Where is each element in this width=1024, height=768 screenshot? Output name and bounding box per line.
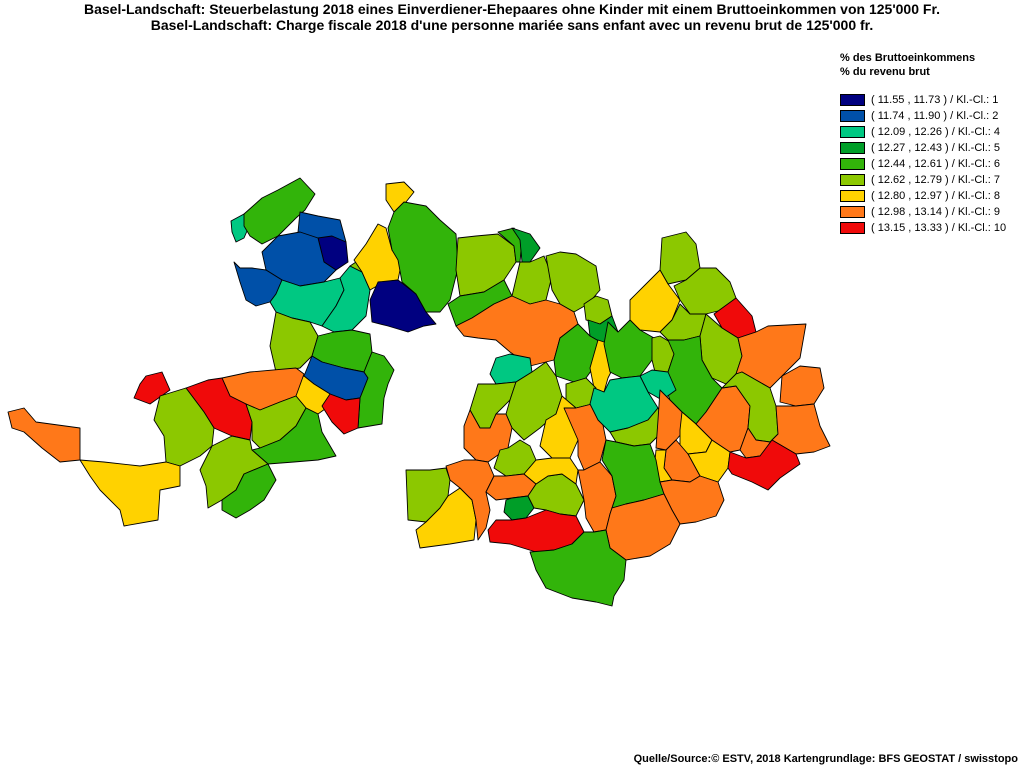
legend-label: ( 12.27 , 12.43 ) / Kl.-Cl.: 5 bbox=[871, 142, 1001, 154]
municipality-region bbox=[221, 463, 277, 519]
legend-item: ( 12.98 , 13.14 ) / Kl.-Cl.: 9 bbox=[840, 204, 1024, 220]
legend-item: ( 12.09 , 12.26 ) / Kl.-Cl.: 4 bbox=[840, 124, 1024, 140]
legend-item: ( 12.80 , 12.97 ) / Kl.-Cl.: 8 bbox=[840, 188, 1024, 204]
municipality-region bbox=[727, 439, 801, 491]
municipality-region bbox=[511, 255, 553, 305]
legend-item: ( 11.55 , 11.73 ) / Kl.-Cl.: 1 bbox=[840, 92, 1024, 108]
legend-item: ( 12.27 , 12.43 ) / Kl.-Cl.: 5 bbox=[840, 140, 1024, 156]
legend-swatch bbox=[840, 142, 865, 154]
municipality-region bbox=[487, 509, 585, 553]
municipality-region bbox=[321, 393, 361, 435]
legend-item: ( 12.62 , 12.79 ) / Kl.-Cl.: 7 bbox=[840, 172, 1024, 188]
municipality-region bbox=[779, 365, 825, 407]
legend-swatch bbox=[840, 94, 865, 106]
legend-label: ( 11.55 , 11.73 ) / Kl.-Cl.: 1 bbox=[871, 94, 999, 106]
map-title-german: Basel-Landschaft: Steuerbelastung 2018 e… bbox=[83, 1, 941, 17]
legend-label: ( 12.62 , 12.79 ) / Kl.-Cl.: 7 bbox=[871, 174, 1001, 186]
municipality-region bbox=[251, 407, 337, 465]
legend-swatch bbox=[840, 206, 865, 218]
legend-swatch bbox=[840, 110, 865, 122]
municipality-region bbox=[387, 201, 459, 313]
legend-swatch bbox=[840, 174, 865, 186]
municipality-region bbox=[357, 351, 395, 429]
legend-heading-german: % des Bruttoeinkommens bbox=[840, 52, 976, 64]
legend-swatch bbox=[840, 126, 865, 138]
legend-label: ( 11.74 , 11.90 ) / Kl.-Cl.: 2 bbox=[871, 110, 999, 122]
municipality-region bbox=[455, 233, 517, 297]
municipality-region bbox=[529, 529, 627, 607]
municipality-region bbox=[735, 323, 807, 389]
municipality-region bbox=[7, 407, 81, 463]
legend-items: ( 11.55 , 11.73 ) / Kl.-Cl.: 1 ( 11.74 ,… bbox=[840, 92, 1024, 236]
legend-label: ( 12.80 , 12.97 ) / Kl.-Cl.: 8 bbox=[871, 190, 1001, 202]
legend-label: ( 12.09 , 12.26 ) / Kl.-Cl.: 4 bbox=[871, 126, 1001, 138]
legend-swatch bbox=[840, 158, 865, 170]
municipality-region bbox=[563, 403, 607, 471]
municipality-region bbox=[445, 459, 495, 541]
legend-heading-french: % du revenu brut bbox=[840, 66, 930, 78]
legend-label: ( 12.44 , 12.61 ) / Kl.-Cl.: 6 bbox=[871, 158, 1001, 170]
municipality-region bbox=[609, 407, 665, 447]
legend-item: ( 12.44 , 12.61 ) / Kl.-Cl.: 6 bbox=[840, 156, 1024, 172]
municipality-region bbox=[771, 403, 831, 455]
municipality-region bbox=[503, 495, 535, 521]
legend-label: ( 13.15 , 13.33 ) / Kl.-Cl.: 10 bbox=[871, 222, 1007, 234]
map-title-french: Basel-Landschaft: Charge fiscale 2018 d'… bbox=[150, 17, 874, 33]
legend-item: ( 13.15 , 13.33 ) / Kl.-Cl.: 10 bbox=[840, 220, 1024, 236]
municipality-region bbox=[523, 457, 579, 485]
municipality-region bbox=[463, 409, 513, 463]
legend-item: ( 11.74 , 11.90 ) / Kl.-Cl.: 2 bbox=[840, 108, 1024, 124]
legend-label: ( 12.98 , 13.14 ) / Kl.-Cl.: 9 bbox=[871, 206, 1001, 218]
legend-swatch bbox=[840, 190, 865, 202]
municipality-region bbox=[153, 387, 215, 467]
legend-swatch bbox=[840, 222, 865, 234]
map-legend: % des Bruttoeinkommens % du revenu brut … bbox=[840, 51, 1024, 236]
municipality-region bbox=[79, 459, 181, 527]
source-credit: Quelle/Source:© ESTV, 2018 Kartengrundla… bbox=[633, 753, 1018, 765]
